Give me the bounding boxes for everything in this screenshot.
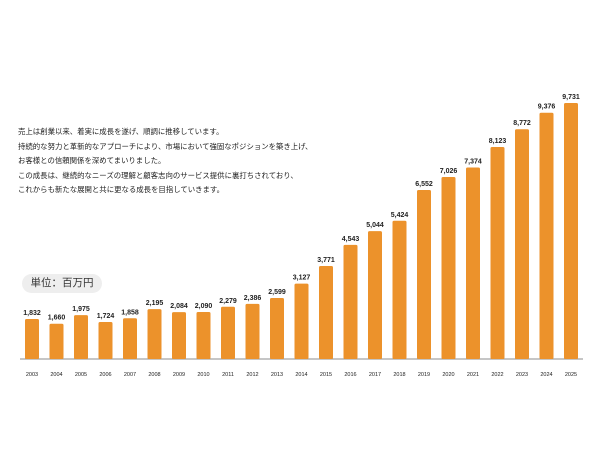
value-label: 3,771: [317, 257, 335, 264]
description-text: 売上は創業以来、着実に成長を遂げ、順調に推移しています。 持続的な努力と革新的な…: [18, 125, 312, 198]
year-tick-label: 2025: [565, 372, 577, 378]
bar: [49, 323, 64, 359]
value-label: 6,552: [415, 181, 433, 188]
bar: [490, 146, 505, 359]
value-label: 5,044: [366, 222, 384, 229]
year-tick-label: 2016: [344, 372, 356, 378]
year-tick-label: 2015: [320, 372, 332, 378]
bar: [515, 129, 529, 359]
description-line: この成長は、継続的なニーズの理解と顧客志向のサービス提供に裏打ちされており、: [18, 170, 298, 180]
bar: [343, 244, 358, 359]
bar: [245, 303, 260, 359]
year-tick-label: 2009: [173, 372, 185, 378]
year-tick-label: 2010: [197, 372, 209, 378]
bar: [74, 315, 88, 359]
bar: [172, 312, 186, 359]
bar: [466, 167, 480, 359]
description-line: 持続的な努力と革新的なアプローチにより、市場において強固なポジションを築き上げ、: [18, 141, 313, 151]
value-label: 2,090: [195, 303, 213, 310]
year-tick-label: 2019: [418, 372, 430, 378]
bar: [147, 309, 162, 359]
bar: [270, 298, 284, 359]
value-label: 9,376: [538, 104, 556, 111]
value-label: 1,660: [48, 315, 66, 322]
year-tick-label: 2022: [491, 372, 503, 378]
unit-label: 単位：百万円: [22, 274, 102, 293]
value-label: 2,599: [268, 289, 286, 296]
bar: [98, 321, 113, 359]
value-label: 1,832: [23, 310, 41, 317]
description-line: 売上は創業以来、着実に成長を遂げ、順調に推移しています。: [18, 127, 224, 136]
value-label: 1,975: [72, 306, 90, 313]
description-line: お客様との信頼関係を深めてまいりました。: [18, 156, 166, 165]
value-label: 2,279: [219, 298, 237, 305]
year-tick-label: 2008: [148, 372, 160, 378]
year-tick-label: 2017: [369, 372, 381, 378]
value-label: 9,731: [562, 94, 580, 101]
value-label: 5,424: [391, 212, 409, 219]
bar: [441, 176, 456, 359]
value-label: 8,772: [513, 120, 531, 127]
value-label: 1,724: [97, 313, 115, 320]
value-label: 7,026: [440, 168, 458, 175]
year-tick-label: 2007: [124, 372, 136, 378]
value-label: 1,858: [121, 309, 139, 316]
bar: [392, 220, 407, 359]
bar: [196, 311, 211, 359]
value-label: 3,127: [293, 275, 311, 282]
bar: [294, 283, 309, 359]
year-tick-label: 2014: [295, 372, 307, 378]
bar: [417, 189, 431, 359]
bar: [564, 103, 578, 359]
year-tick-label: 2003: [26, 372, 38, 378]
value-label: 8,123: [489, 138, 507, 145]
year-tick-label: 2021: [467, 372, 479, 378]
bar: [319, 265, 333, 359]
value-label: 2,084: [170, 303, 188, 310]
bar: [25, 319, 39, 359]
value-label: 2,195: [146, 300, 164, 307]
bar: [539, 112, 554, 359]
value-label: 4,543: [342, 236, 360, 243]
year-tick-label: 2004: [50, 372, 62, 378]
year-tick-label: 2024: [540, 372, 552, 378]
bar: [123, 318, 137, 359]
year-tick-label: 2012: [246, 372, 258, 378]
bar: [221, 306, 235, 359]
year-tick-label: 2013: [271, 372, 283, 378]
value-label: 2,386: [244, 295, 262, 302]
year-tick-label: 2020: [442, 372, 454, 378]
year-tick-label: 2006: [99, 372, 111, 378]
description-line: これからも新たな展開と共に更なる成長を目指していきます。: [18, 185, 224, 194]
year-tick-label: 2011: [222, 372, 234, 378]
year-tick-label: 2018: [393, 372, 405, 378]
year-tick-label: 2023: [516, 372, 528, 378]
value-label: 7,374: [464, 158, 482, 165]
year-tick-label: 2005: [75, 372, 87, 378]
bar: [368, 231, 382, 359]
